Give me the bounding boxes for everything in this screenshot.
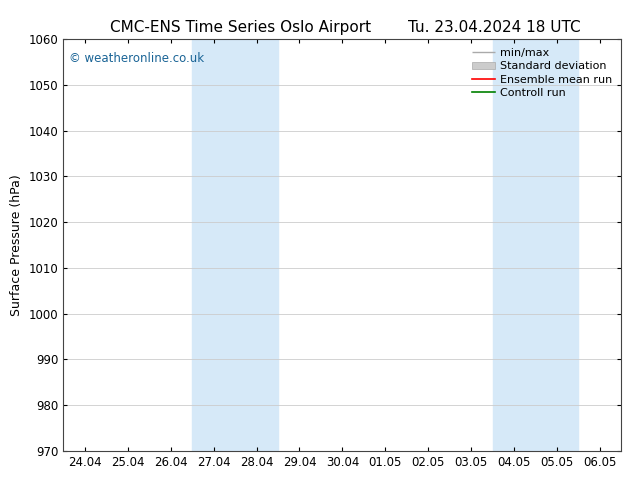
- Text: CMC-ENS Time Series Oslo Airport: CMC-ENS Time Series Oslo Airport: [110, 20, 372, 35]
- Bar: [192, 39, 278, 451]
- Text: Tu. 23.04.2024 18 UTC: Tu. 23.04.2024 18 UTC: [408, 20, 581, 35]
- Text: © weatheronline.co.uk: © weatheronline.co.uk: [69, 51, 204, 65]
- Bar: [493, 39, 578, 451]
- Y-axis label: Surface Pressure (hPa): Surface Pressure (hPa): [10, 174, 23, 316]
- Legend: min/max, Standard deviation, Ensemble mean run, Controll run: min/max, Standard deviation, Ensemble me…: [469, 45, 616, 101]
